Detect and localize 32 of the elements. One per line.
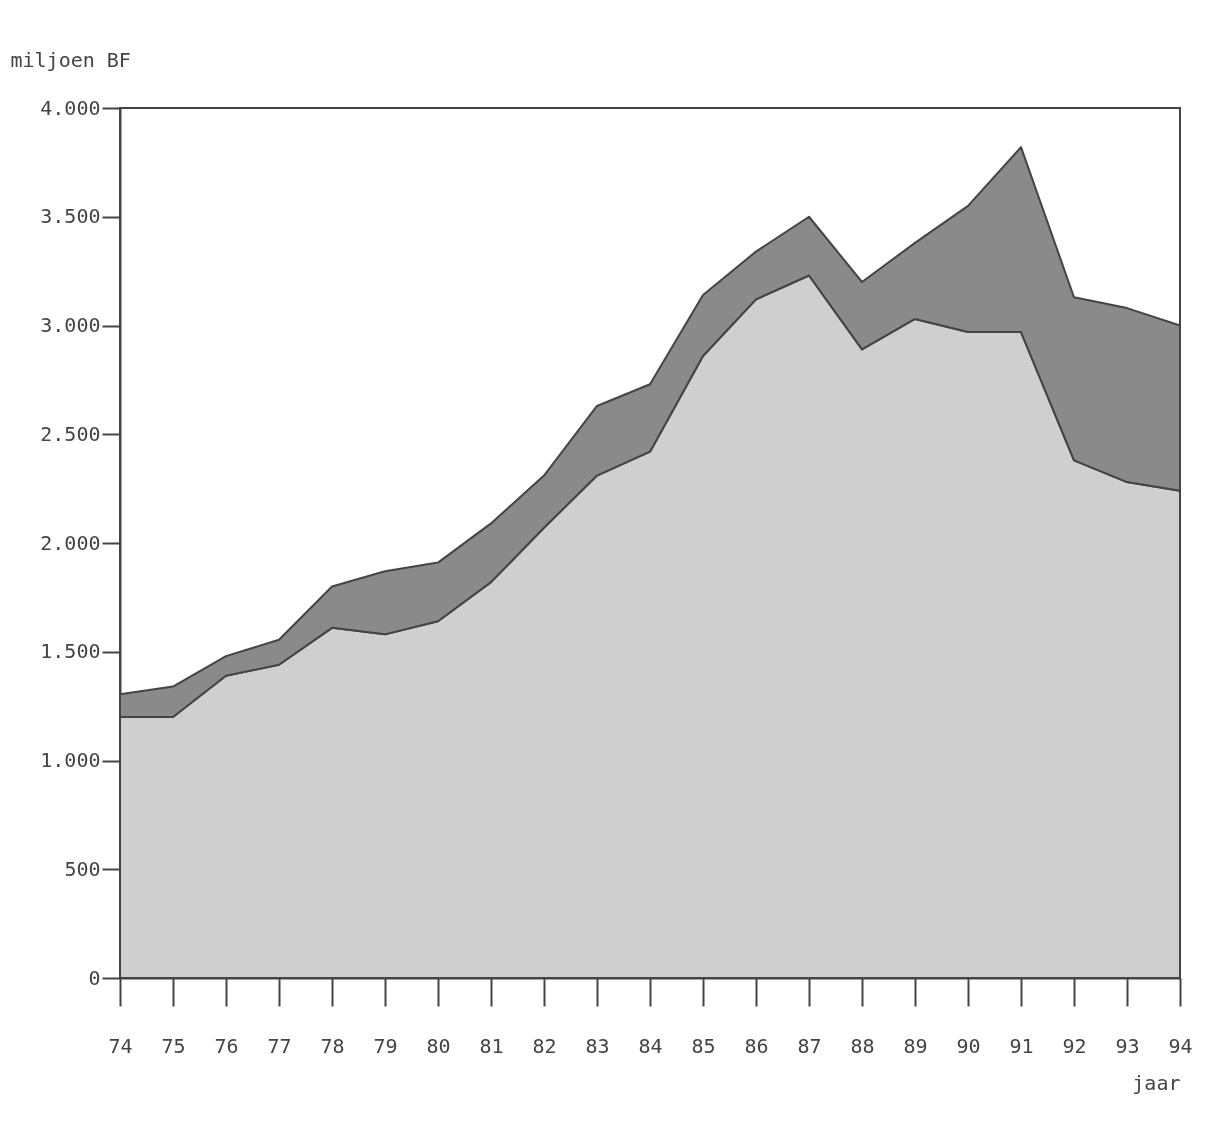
x-tick-label: 82 — [532, 1033, 557, 1058]
y-tick-label: 1.500 — [40, 639, 101, 664]
x-tick-label: 74 — [108, 1033, 133, 1058]
x-tick-label: 92 — [1062, 1033, 1087, 1058]
y-tick-label: 4.000 — [40, 95, 101, 120]
y-tick-label: 2.000 — [40, 530, 101, 555]
x-tick-label: 93 — [1115, 1033, 1140, 1058]
x-tick-label: 78 — [320, 1033, 345, 1058]
y-axis-title: miljoen BF — [10, 47, 131, 72]
x-tick-label: 80 — [426, 1033, 451, 1058]
x-tick-label: 88 — [850, 1033, 875, 1058]
x-tick-label: 76 — [214, 1033, 239, 1058]
x-tick-label: 86 — [744, 1033, 769, 1058]
y-tick-label: 3.500 — [40, 204, 101, 229]
y-tick-label: 0 — [88, 965, 101, 990]
x-tick-label: 75 — [161, 1033, 186, 1058]
x-tick-label: 91 — [1009, 1033, 1034, 1058]
x-tick-label: 83 — [585, 1033, 610, 1058]
x-tick-label: 90 — [956, 1033, 981, 1058]
x-tick-label: 84 — [638, 1033, 663, 1058]
y-tick-label: 2.500 — [40, 421, 101, 446]
x-tick-label: 94 — [1168, 1033, 1193, 1058]
y-tick-label: 1.000 — [40, 748, 101, 772]
x-tick-label: 79 — [373, 1033, 398, 1058]
x-tick-label: 77 — [267, 1033, 292, 1058]
x-tick-label: 85 — [691, 1033, 716, 1058]
x-tick-label: 81 — [479, 1033, 504, 1058]
x-tick-label: 89 — [903, 1033, 928, 1058]
y-tick-label: 500 — [64, 856, 101, 881]
x-axis-title: jaar — [1132, 1070, 1181, 1095]
x-tick-label: 87 — [797, 1033, 822, 1058]
y-tick-label: 3.000 — [40, 313, 101, 337]
